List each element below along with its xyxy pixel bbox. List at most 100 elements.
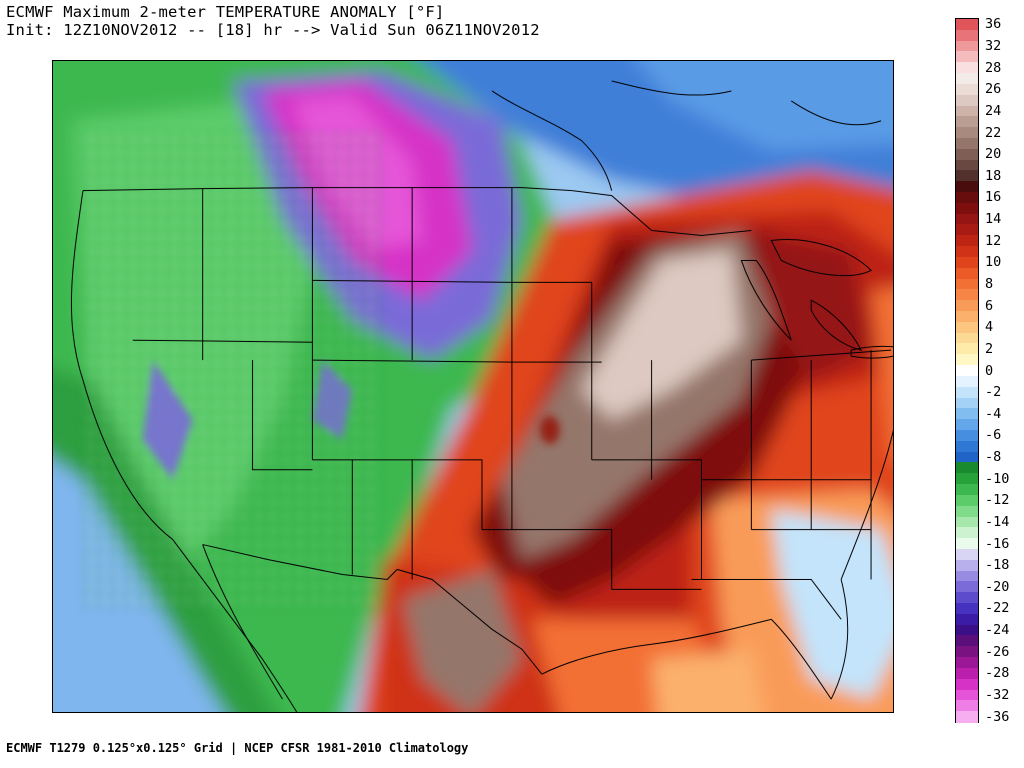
colorbar-swatch	[956, 29, 978, 42]
colorbar-swatch	[956, 613, 978, 626]
colorbar-swatch	[956, 700, 978, 712]
colorbar-swatch	[956, 181, 978, 193]
colorbar-swatch	[956, 62, 978, 74]
colorbar-tick-label: 14	[985, 211, 1002, 228]
colorbar-swatch	[956, 516, 978, 528]
colorbar-swatch	[956, 267, 978, 280]
colorbar-swatch	[956, 40, 978, 53]
colorbar-swatch	[956, 148, 978, 161]
colorbar-swatch	[956, 451, 978, 464]
colorbar-tick-label: -10	[985, 470, 1010, 487]
colorbar-swatch	[956, 538, 978, 550]
colorbar-swatch	[956, 624, 978, 637]
colorbar-swatch	[956, 332, 978, 345]
colorbar-tick-label: -22	[985, 600, 1010, 617]
colorbar-tick-label: 0	[985, 362, 994, 379]
colorbar-swatch	[956, 213, 978, 226]
colorbar-swatch	[956, 559, 978, 572]
colorbar-tick-label: 16	[985, 189, 1002, 206]
colorbar-tick-label: 28	[985, 59, 1002, 76]
colorbar-swatch	[956, 192, 978, 204]
colorbar-swatch	[956, 127, 978, 139]
colorbar-tick-label: -16	[985, 535, 1010, 552]
colorbar-swatch	[956, 711, 978, 723]
colorbar-tick-label: 22	[985, 124, 1002, 141]
colorbar-tick-label: 20	[985, 146, 1002, 163]
colorbar-tick-label: -26	[985, 643, 1010, 660]
colorbar-swatch	[956, 300, 978, 312]
colorbar-swatch	[956, 505, 978, 518]
colorbar-tick-label: -8	[985, 449, 1002, 466]
colorbar-swatch	[956, 343, 978, 355]
colorbar-swatch	[956, 94, 978, 107]
colorbar-swatch	[956, 494, 978, 507]
colorbar-tick-label: 10	[985, 254, 1002, 271]
temperature-anomaly-map	[52, 60, 894, 713]
colorbar-tick-label: 8	[985, 275, 994, 292]
colorbar-swatch	[956, 83, 978, 96]
colorbar-tick-label: 4	[985, 319, 994, 336]
colorbar-swatch	[956, 484, 978, 496]
colorbar-swatch	[956, 397, 978, 409]
colorbar-swatch	[956, 137, 978, 150]
colorbar-swatch	[956, 592, 978, 604]
colorbar-swatch	[956, 689, 978, 701]
map-subtitle-init-valid: Init: 12Z10NOV2012 -- [18] hr --> Valid …	[6, 21, 540, 39]
model-grid-info: ECMWF T1279 0.125°x0.125° Grid | NCEP CF…	[6, 741, 469, 755]
colorbar-swatch	[956, 635, 978, 647]
colorbar-swatch	[956, 73, 978, 85]
colorbar-swatch	[956, 408, 978, 420]
colorbar-tick-label: -32	[985, 686, 1010, 703]
colorbar-swatch	[956, 386, 978, 399]
colorbar-swatch	[956, 678, 978, 691]
colorbar-swatch	[956, 646, 978, 658]
colorbar-swatch	[956, 375, 978, 388]
colorbar-swatch	[956, 51, 978, 63]
colorbar-swatch	[956, 365, 978, 377]
colorbar-tick-label: 24	[985, 102, 1002, 119]
colorbar-swatch	[956, 429, 978, 442]
colorbar-swatch	[956, 581, 978, 593]
colorbar-swatch	[956, 224, 978, 236]
colorbar-tick-label: 2	[985, 340, 994, 357]
colorbar-tick-label: 18	[985, 167, 1002, 184]
colorbar-tick-label: -18	[985, 557, 1010, 574]
political-borders	[70, 80, 893, 712]
colorbar	[955, 18, 979, 723]
colorbar-swatch	[956, 667, 978, 680]
colorbar-tick-label: 32	[985, 38, 1002, 55]
colorbar-tick-label: -24	[985, 622, 1010, 639]
colorbar-tick-label: 12	[985, 232, 1002, 249]
colorbar-swatch	[956, 159, 978, 171]
colorbar-swatch	[956, 19, 978, 31]
colorbar-tick-label: -20	[985, 578, 1010, 595]
colorbar-tick-label: -2	[985, 384, 1002, 401]
colorbar-tick-label: -12	[985, 492, 1010, 509]
colorbar-tick-label: 6	[985, 297, 994, 314]
colorbar-swatch	[956, 235, 978, 247]
colorbar-swatch	[956, 278, 978, 290]
colorbar-tick-label: -6	[985, 427, 1002, 444]
colorbar-swatch	[956, 289, 978, 301]
colorbar-tick-label: 36	[985, 16, 1002, 33]
colorbar-tick-label: -4	[985, 405, 1002, 422]
colorbar-swatch	[956, 440, 978, 453]
colorbar-tick-label: 26	[985, 81, 1002, 98]
colorbar-swatch	[956, 570, 978, 582]
colorbar-tick-label: -14	[985, 513, 1010, 530]
colorbar-swatch	[956, 256, 978, 269]
colorbar-swatch	[956, 105, 978, 117]
colorbar-swatch	[956, 116, 978, 128]
colorbar-tick-label: -28	[985, 665, 1010, 682]
colorbar-swatch	[956, 473, 978, 485]
colorbar-swatch	[956, 527, 978, 539]
colorbar-swatch	[956, 548, 978, 561]
colorbar-swatch	[956, 311, 978, 323]
colorbar-swatch	[956, 321, 978, 334]
colorbar-tick-label: -36	[985, 708, 1010, 725]
map-title: ECMWF Maximum 2-meter TEMPERATURE ANOMAL…	[6, 3, 445, 21]
colorbar-swatch	[956, 354, 978, 366]
colorbar-swatch	[956, 603, 978, 615]
colorbar-swatch	[956, 170, 978, 182]
colorbar-swatch	[956, 419, 978, 431]
